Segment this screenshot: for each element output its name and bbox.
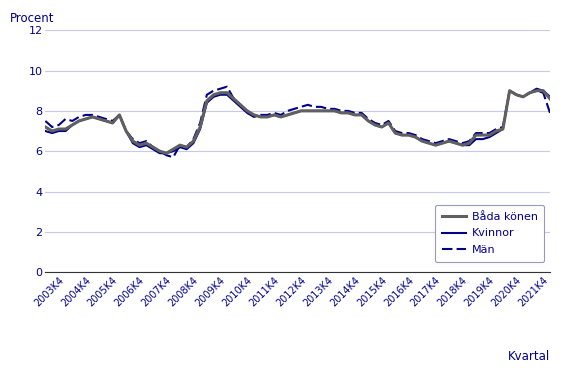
Text: Procent: Procent: [10, 12, 54, 25]
Kvinnor: [311, 108, 318, 113]
Båda könen: [311, 108, 318, 113]
Line: Män: Män: [45, 87, 550, 157]
Båda könen: [371, 123, 378, 127]
Kvinnor: [547, 94, 553, 99]
Kvinnor: [371, 123, 378, 127]
Män: [170, 155, 176, 160]
Båda könen: [385, 121, 392, 125]
Båda könen: [223, 90, 230, 95]
Kvinnor: [89, 115, 96, 119]
Män: [230, 96, 237, 101]
Kvinnor: [223, 93, 230, 97]
Line: Båda könen: Båda könen: [45, 91, 550, 153]
Båda könen: [547, 96, 553, 101]
Män: [318, 105, 325, 109]
Kvinnor: [452, 141, 459, 146]
Kvinnor: [533, 87, 540, 91]
Män: [223, 84, 230, 89]
Kvinnor: [385, 121, 392, 125]
Män: [459, 141, 466, 146]
Män: [42, 119, 49, 123]
Män: [392, 129, 399, 133]
Män: [547, 111, 553, 115]
Båda könen: [452, 141, 459, 146]
Legend: Båda könen, Kvinnor, Män: Båda könen, Kvinnor, Män: [435, 205, 544, 262]
Båda könen: [89, 115, 96, 119]
Kvinnor: [156, 151, 163, 155]
Män: [89, 113, 96, 117]
Line: Kvinnor: Kvinnor: [45, 89, 550, 153]
Text: Kvartal: Kvartal: [507, 350, 550, 363]
Män: [378, 123, 385, 127]
Båda könen: [506, 88, 513, 93]
Kvinnor: [42, 129, 49, 133]
Båda könen: [42, 125, 49, 129]
Båda könen: [163, 151, 170, 155]
